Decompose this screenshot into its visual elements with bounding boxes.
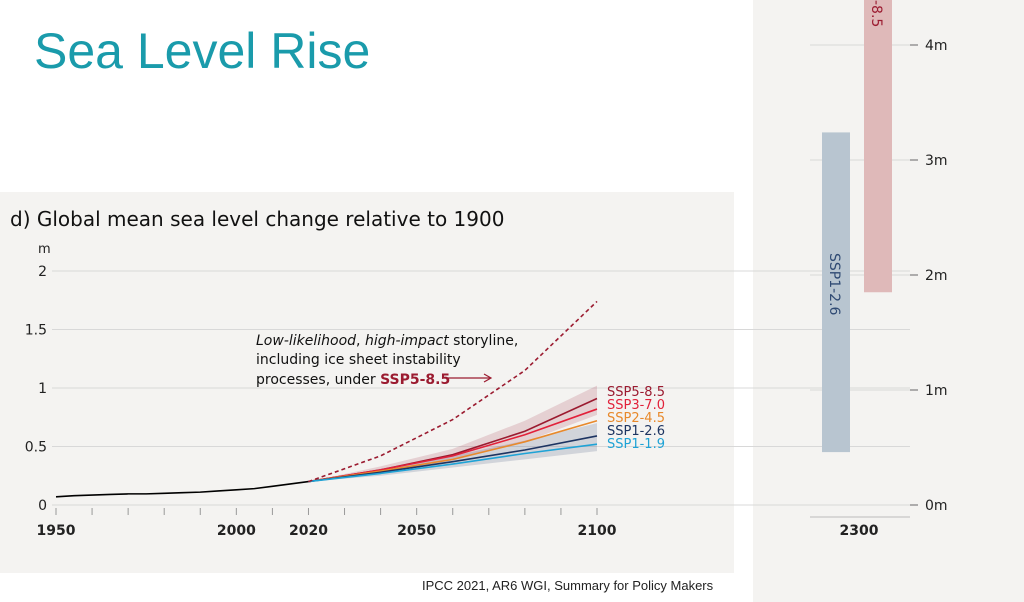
annotation-italic-2: high-impact — [365, 333, 449, 349]
x-tick-label: 2000 — [217, 523, 256, 539]
historical-line — [55, 480, 309, 498]
range-bar — [822, 132, 850, 453]
y-tick-label: 0 — [38, 498, 47, 514]
uncertainty-band — [308, 385, 597, 482]
storyline-line — [308, 300, 598, 483]
y-axis-unit: m — [38, 242, 51, 257]
annotation-italic-1: Low-likelihood — [256, 333, 356, 349]
y-tick-label: 2 — [38, 264, 47, 280]
bar-label: -8.5 — [868, 0, 884, 27]
annotation-scenario: SSP5-8.5 — [380, 372, 450, 388]
y-tick-label: 0.5 — [25, 440, 47, 456]
storyline-annotation: Low-likelihood, high-impact storyline, i… — [256, 333, 518, 388]
source-caption: IPCC 2021, AR6 WGI, Summary for Policy M… — [422, 578, 714, 593]
x-tick-label: 2020 — [289, 523, 328, 539]
svg-text:Low-likelihood, high-impact st: Low-likelihood, high-impact storyline, — [256, 333, 518, 349]
y-tick-label: 4m — [925, 38, 948, 54]
y-tick-label: 1m — [925, 383, 948, 399]
series-label: SSP3-7.0 — [607, 398, 665, 413]
x-tick-label: 2050 — [397, 523, 436, 539]
y-tick-label: 3m — [925, 153, 948, 169]
page-title: Sea Level Rise — [34, 23, 371, 79]
annotation-line1-rest: storyline, — [449, 333, 519, 349]
y-tick-label: 2m — [925, 268, 948, 284]
svg-text:processes, under SSP5-8.5: processes, under SSP5-8.5 — [256, 372, 450, 388]
x-tick-label: 2100 — [578, 523, 617, 539]
y-tick-label: 0m — [925, 498, 948, 514]
y-tick-label: 1.5 — [25, 323, 47, 339]
chart-title: d) Global mean sea level change relative… — [10, 207, 504, 231]
x-tick-label: 2300 — [840, 523, 879, 539]
annotation-line3: processes, under — [256, 372, 380, 388]
annotation-arrowhead — [483, 373, 493, 383]
series-label: SSP1-2.6 — [607, 424, 665, 439]
series-label: SSP1-1.9 — [607, 437, 665, 452]
y-tick-label: 1 — [38, 381, 47, 397]
chart-panel-2100 — [0, 192, 734, 573]
range-bar — [864, 0, 892, 293]
series-label: SSP2-4.5 — [607, 411, 665, 426]
series-line — [308, 443, 598, 483]
series-label: SSP5-8.5 — [607, 385, 665, 400]
x-tick-label: 1950 — [37, 523, 76, 539]
bar-label: SSP1-2.6 — [826, 253, 842, 316]
annotation-separator: , — [356, 333, 365, 349]
annotation-line2: including ice sheet instability — [256, 352, 461, 368]
